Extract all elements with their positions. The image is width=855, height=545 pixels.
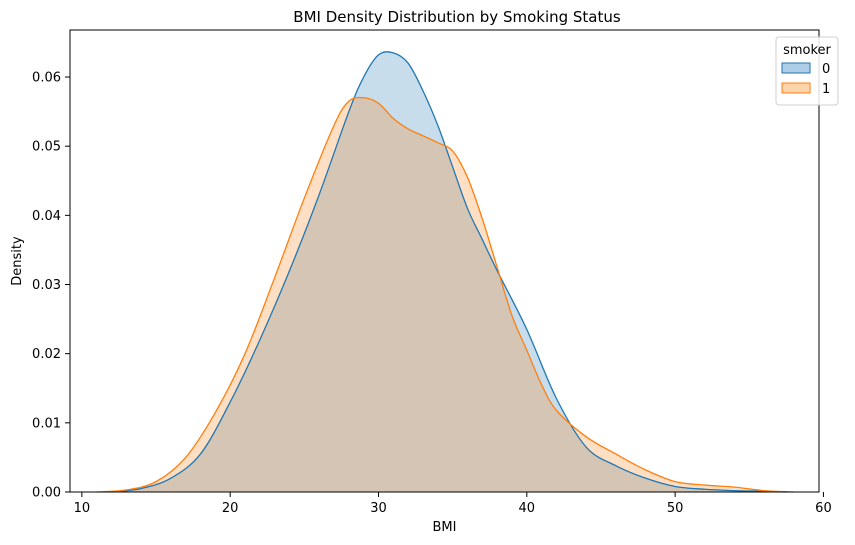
chart-title: BMI Density Distribution by Smoking Stat… [293,8,621,26]
y-axis-title: Density [10,236,25,286]
y-tick-label: 0.04 [32,209,61,224]
legend: smoker 0 1 [775,36,839,106]
density-area-smoker-0 [111,51,787,493]
axes-frame [69,29,820,493]
y-tick-label: 0.01 [32,416,61,431]
legend-label-smoker-1: 1 [822,82,830,97]
density-line-smoker-0 [111,51,787,493]
x-tick-label: 20 [222,501,239,516]
y-tick-label: 0.02 [32,347,61,362]
legend-swatch-smoker-0 [781,62,811,74]
legend-label-smoker-0: 0 [822,62,830,77]
x-tick-label: 60 [815,501,832,516]
x-tick-label: 40 [519,501,536,516]
y-tick-label: 0.06 [32,71,61,86]
density-area-smoker-1 [96,97,794,492]
legend-title: smoker [783,43,831,58]
y-tick-label: 0.03 [32,278,61,293]
x-tick-label: 30 [370,501,387,516]
y-tick-label: 0.05 [32,140,61,155]
x-tick-label: 10 [74,501,91,516]
legend-swatch-smoker-1 [781,82,811,94]
y-tick-label: 0.00 [32,486,61,501]
density-line-smoker-1 [96,96,794,493]
x-tick-label: 50 [667,501,684,516]
x-axis-title: BMI [433,520,457,535]
